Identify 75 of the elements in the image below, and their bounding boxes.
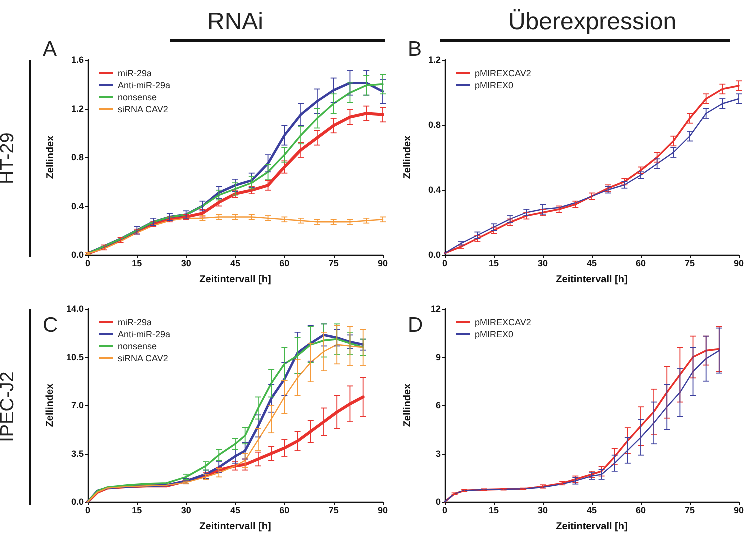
y-tick-label: 0 <box>436 497 441 507</box>
y-tick-label: 0.4 <box>71 201 84 212</box>
x-tick-label: 15 <box>488 506 500 516</box>
y-tick-label: 1.6 <box>71 55 84 65</box>
text: RNAi <box>207 8 264 36</box>
y-tick-label: 0.0 <box>71 497 84 507</box>
x-axis-title: Zeitintervall [h] <box>556 274 628 286</box>
x-tick-label: 60 <box>280 506 290 516</box>
x-tick-label: 90 <box>734 506 744 516</box>
legend-label: pMIREXCAV2 <box>475 68 532 78</box>
legend-label: miR-29a <box>118 318 152 328</box>
x-axis-title: Zeitintervall [h] <box>556 522 628 532</box>
x-tick-label: 0 <box>442 506 448 516</box>
y-axis-title: Zellindex <box>402 383 414 428</box>
y-tick-label: 7.0 <box>71 400 84 410</box>
text: Überexpression <box>508 8 677 36</box>
x-tick-label: 15 <box>488 258 500 268</box>
y-tick-label: 9 <box>436 352 441 362</box>
x-tick-label: 0 <box>85 258 91 268</box>
y-tick-label: 0.8 <box>428 120 441 130</box>
x-tick-label: 15 <box>132 506 142 516</box>
x-tick-label: 15 <box>132 258 142 268</box>
x-tick-label: 30 <box>538 506 548 516</box>
chart-title: B <box>408 38 422 61</box>
y-tick-label: 0.0 <box>428 250 441 260</box>
text: IPEC-J2 <box>0 372 18 442</box>
text: HT-29 <box>0 132 18 184</box>
y-tick-label: 14.0 <box>66 304 84 314</box>
y-tick-label: 0.8 <box>71 152 84 162</box>
y-tick-label: 3.5 <box>71 448 84 459</box>
x-tick-label: 75 <box>684 506 696 516</box>
x-tick-label: 0 <box>442 258 448 268</box>
x-tick-label: 30 <box>538 258 548 268</box>
y-tick-label: 6 <box>436 400 441 410</box>
y-tick-label: 0.4 <box>428 185 441 195</box>
legend-label: pMIREXCAV2 <box>475 318 532 328</box>
legend-label: pMIREX0 <box>475 330 514 340</box>
x-tick-label: 45 <box>230 258 241 268</box>
chart-title: C <box>43 314 58 337</box>
chart-title: A <box>43 38 58 61</box>
x-tick-label: 60 <box>636 258 646 268</box>
legend-label: pMIREX0 <box>475 80 514 90</box>
legend-label: Anti-miR-29a <box>118 80 171 90</box>
legend-label: nonsense <box>118 342 158 352</box>
x-tick-label: 45 <box>230 506 241 516</box>
x-tick-label: 90 <box>378 506 388 516</box>
x-axis-title: Zeitintervall [h] <box>200 522 272 532</box>
x-tick-label: 90 <box>734 258 744 268</box>
x-tick-label: 45 <box>586 258 598 268</box>
x-tick-label: 30 <box>181 506 192 516</box>
y-tick-label: 12 <box>430 304 441 314</box>
y-axis-title: Zellindex <box>46 135 56 180</box>
x-tick-label: 75 <box>684 258 696 268</box>
y-tick-label: 0.0 <box>71 250 84 260</box>
x-tick-label: 90 <box>378 258 388 268</box>
y-axis-title: Zellindex <box>45 383 56 428</box>
y-tick-label: 10.5 <box>66 352 84 362</box>
x-tick-label: 75 <box>328 506 339 516</box>
x-axis-title: Zeitintervall [h] <box>200 274 272 286</box>
chart-title: D <box>408 314 424 337</box>
y-tick-label: 1.2 <box>71 104 84 114</box>
legend-label: siRNA CAV2 <box>118 104 168 114</box>
legend-label: siRNA CAV2 <box>118 354 168 364</box>
x-tick-label: 0 <box>85 506 91 516</box>
x-tick-label: 75 <box>328 258 339 268</box>
x-tick-label: 60 <box>280 258 290 268</box>
legend-label: nonsense <box>118 92 158 102</box>
x-tick-label: 30 <box>181 258 192 268</box>
y-tick-label: 1.2 <box>428 55 441 65</box>
x-tick-label: 45 <box>586 506 598 516</box>
y-tick-label: 3 <box>436 448 441 459</box>
x-tick-label: 60 <box>636 506 646 516</box>
legend-label: Anti-miR-29a <box>118 330 171 340</box>
legend-label: miR-29a <box>118 68 152 78</box>
y-axis-title: Zellindex <box>402 135 414 180</box>
